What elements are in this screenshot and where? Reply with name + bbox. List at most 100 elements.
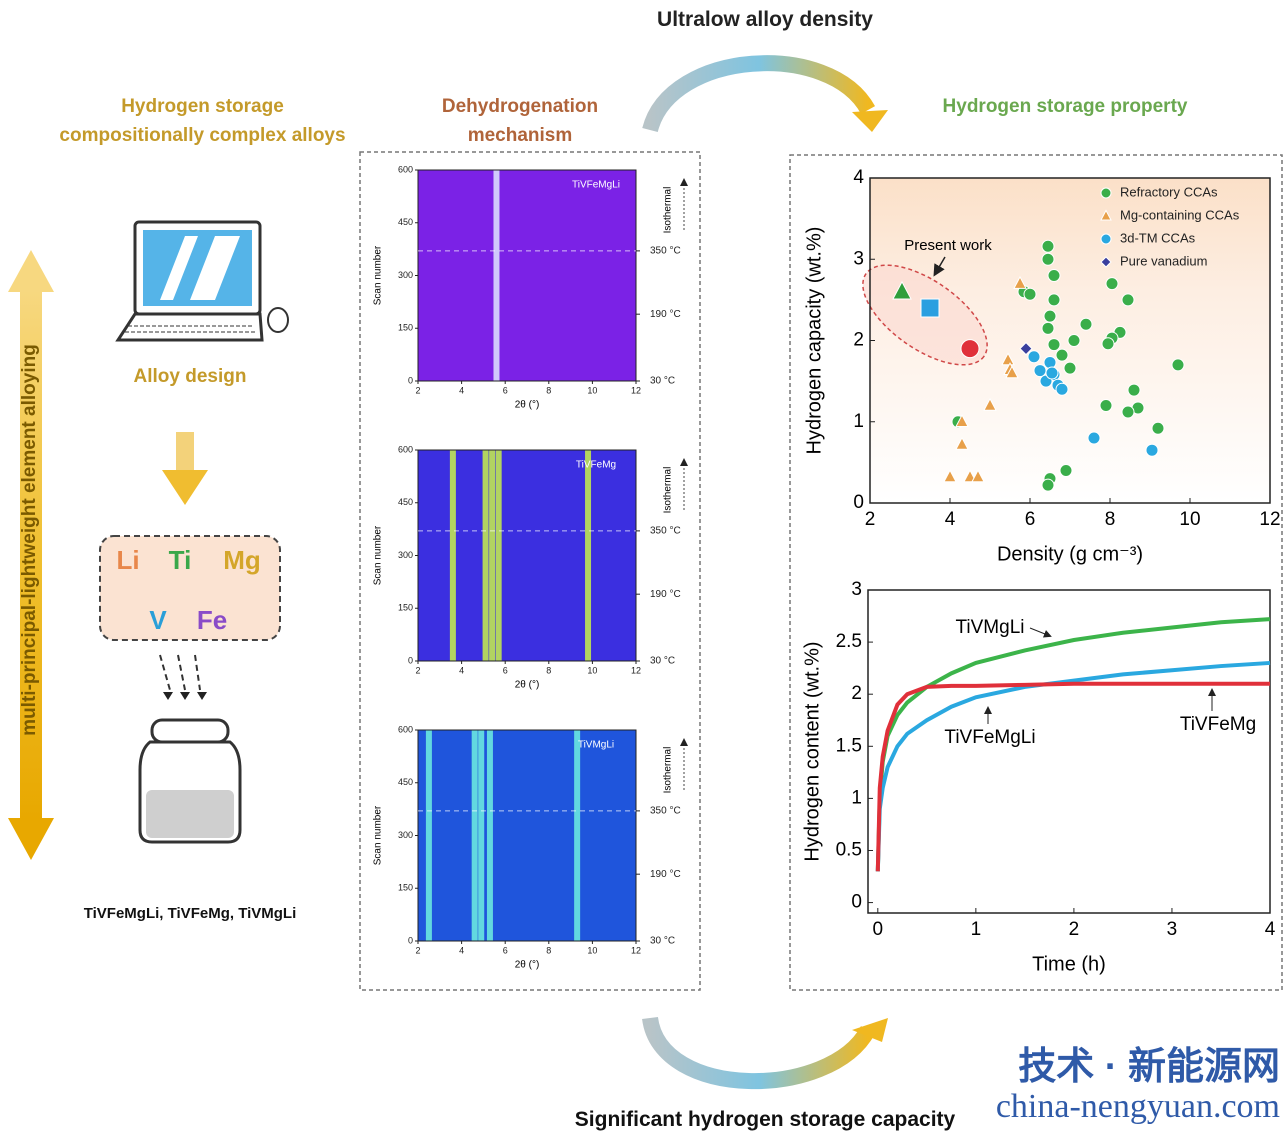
y-tick-label: 450	[398, 217, 413, 227]
sample-label: TiVFeMgLi	[572, 180, 620, 191]
step-label: Alloy design	[133, 366, 247, 387]
keyboard	[115, 312, 264, 342]
y-tick-label: 3	[851, 579, 862, 600]
double-arrow	[20, 290, 42, 820]
data-point	[1033, 364, 1047, 378]
diffraction-peak	[449, 450, 456, 661]
y-tick-label: 600	[398, 444, 413, 454]
y2-tick-label: 190 °C	[650, 589, 681, 600]
series-label: TiVFeMg	[1180, 714, 1256, 735]
y-tick-label: 0	[408, 375, 413, 385]
y2-tick-label: 350 °C	[650, 806, 681, 817]
series-label: TiVFeMgLi	[944, 727, 1035, 748]
present-work-point	[960, 339, 980, 359]
legend-marker	[1100, 187, 1112, 199]
heatmap	[418, 730, 636, 941]
data-point	[1045, 366, 1059, 380]
data-point	[1027, 350, 1041, 364]
data-point	[1047, 338, 1061, 352]
arrow-head	[8, 250, 54, 292]
arrow-head	[162, 470, 208, 505]
x-tick-label: 3	[1167, 919, 1178, 940]
arrow-head	[852, 110, 888, 132]
y-tick-label: 4	[853, 167, 864, 188]
data-point	[1067, 334, 1081, 347]
x-tick-label: 10	[587, 665, 597, 675]
data-point	[1041, 252, 1055, 266]
diffraction-peak	[425, 730, 432, 941]
arrow-head	[8, 818, 54, 860]
annotation: Present work	[904, 237, 992, 254]
powder	[146, 790, 234, 838]
y-tick-label: 2	[853, 330, 864, 351]
curved-arrow	[642, 55, 876, 133]
legend-marker	[1100, 256, 1112, 268]
data-point	[1043, 309, 1057, 323]
data-point	[943, 469, 957, 483]
data-point	[1047, 293, 1061, 307]
data-point	[1059, 464, 1073, 477]
y-tick-label: 300	[398, 830, 413, 840]
y2-tick-label: 30 °C	[650, 656, 675, 667]
legend-label: Pure vanadium	[1120, 253, 1207, 268]
x-tick-label: 4	[945, 509, 956, 530]
data-point	[1101, 337, 1115, 351]
legend-label: Mg-containing CCAs	[1120, 207, 1240, 222]
y-tick-label: 450	[398, 777, 413, 787]
y-axis-label: Scan number	[373, 525, 384, 585]
data-line	[875, 660, 1271, 872]
data-point	[1013, 275, 1027, 289]
diffraction-peak	[482, 450, 489, 661]
y-axis-label: Hydrogen capacity (wt.%)	[803, 227, 825, 455]
data-point	[1041, 239, 1055, 253]
present-work-point	[892, 280, 912, 300]
y-tick-label: 300	[398, 270, 413, 280]
data-point	[1063, 361, 1077, 375]
label-arrow	[1029, 627, 1052, 638]
panel-border	[789, 154, 1283, 991]
sample-label: TiVFeMg	[576, 460, 616, 471]
y-tick-label: 1	[851, 787, 862, 808]
element-box	[99, 535, 281, 641]
series-label: TiVMgLi	[956, 617, 1025, 638]
data-point	[1001, 352, 1015, 366]
x-tick-label: 2	[415, 945, 420, 955]
x-tick-label: 8	[546, 665, 551, 675]
legend-marker	[1100, 209, 1112, 221]
left-heading: Hydrogen storage compositionally complex…	[59, 96, 346, 146]
x-tick-label: 4	[459, 945, 464, 955]
heatmap	[418, 170, 636, 381]
curved-arrow	[642, 1016, 876, 1090]
x-tick-label: 10	[587, 385, 597, 395]
x-tick-label: 1	[971, 919, 982, 940]
stage-label: Isothermal	[663, 747, 674, 794]
y-axis-label: Hydrogen content (wt.%)	[801, 641, 823, 861]
data-point	[1121, 293, 1135, 307]
data-point	[1019, 341, 1033, 356]
y-tick-label: 150	[398, 603, 413, 613]
x-tick-label: 4	[459, 665, 464, 675]
x-axis-label: Time (h)	[1032, 953, 1106, 975]
legend-marker	[1100, 233, 1112, 245]
y-tick-label: 150	[398, 323, 413, 333]
y-tick-label: 0	[408, 935, 413, 945]
right-heading: Hydrogen storage property	[942, 96, 1188, 117]
x-tick-label: 8	[546, 385, 551, 395]
data-point	[1005, 365, 1019, 379]
y-tick-label: 0.5	[836, 839, 862, 860]
y2-tick-label: 30 °C	[650, 376, 675, 387]
y-tick-label: 300	[398, 550, 413, 560]
diffraction-peak	[489, 450, 496, 661]
element-symbol: V	[149, 605, 167, 635]
y-tick-label: 0	[408, 655, 413, 665]
element-symbol: Li	[116, 545, 139, 575]
sample-label: TiVMgLi	[578, 740, 614, 751]
products: TiVFeMgLi, TiVFeMg, TiVMgLi	[83, 905, 297, 922]
diffraction-peak	[493, 170, 500, 381]
data-point	[1099, 399, 1113, 412]
bottom-caption: Significant hydrogen storage capacity	[574, 1108, 956, 1131]
watermark-url: china-nengyuan.com	[995, 1088, 1280, 1125]
data-point	[1105, 277, 1119, 291]
element-symbol: Fe	[197, 605, 227, 635]
panel-border	[359, 151, 701, 991]
